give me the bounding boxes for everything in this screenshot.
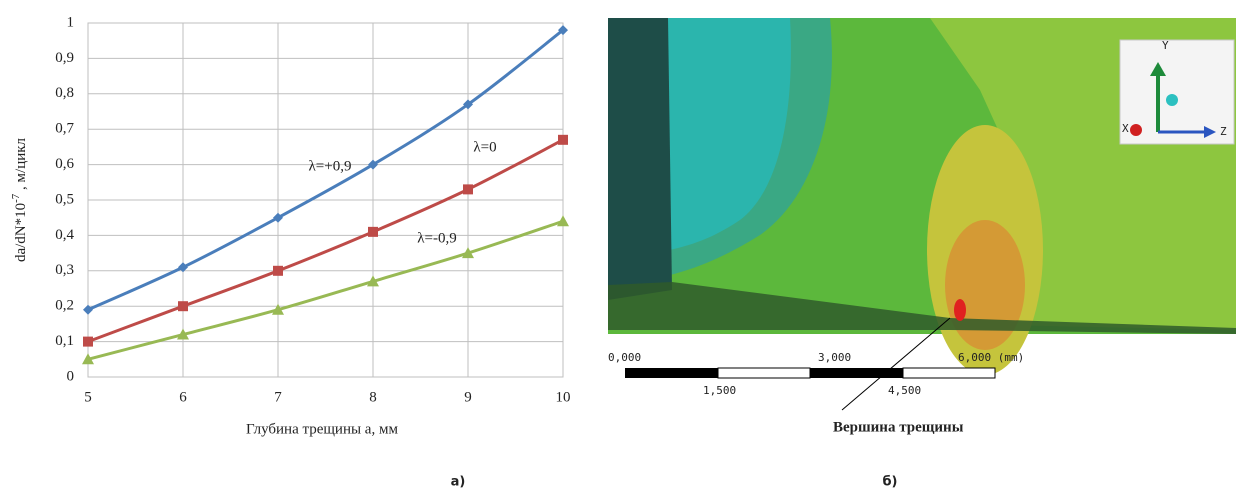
scale-segment bbox=[718, 368, 810, 378]
point-marker bbox=[558, 135, 568, 145]
x-axis-label: Глубина трещины a, мм bbox=[246, 421, 398, 437]
y-tick-label: 0,7 bbox=[55, 121, 74, 137]
series-line bbox=[88, 221, 563, 359]
y-tick-label: 0,6 bbox=[55, 156, 74, 172]
point-marker bbox=[178, 301, 188, 311]
scale-label: 3,000 bbox=[818, 351, 851, 364]
point-marker bbox=[273, 266, 283, 276]
figure: Y Z X 0,000 3,000 6,000 (mm) 1,500 4,500… bbox=[0, 0, 1236, 491]
caption: а) bbox=[451, 475, 466, 490]
y-tick-label: 0,9 bbox=[55, 50, 74, 66]
y-tick-label: 0,3 bbox=[55, 262, 74, 278]
y-label-base: da/dN*10 bbox=[13, 203, 29, 262]
y-axis-label: da/dN*10-7 , м/цикл bbox=[10, 137, 30, 262]
callout-label: Вершина трещины bbox=[833, 419, 964, 435]
point-marker bbox=[463, 184, 473, 194]
x-tick-label: 5 bbox=[84, 389, 92, 405]
series-label: λ=0 bbox=[473, 139, 496, 155]
point-marker bbox=[557, 215, 569, 226]
series-label: λ=-0,9 bbox=[417, 230, 456, 246]
scale-segment bbox=[625, 368, 718, 378]
contour-region bbox=[608, 18, 672, 300]
simulation-image: Y Z X 0,000 3,000 6,000 (mm) 1,500 4,500… bbox=[608, 18, 1236, 435]
caption: б) bbox=[882, 475, 897, 490]
x-tick-label: 9 bbox=[464, 389, 472, 405]
y-tick-label: 0,5 bbox=[55, 191, 74, 207]
x-tick-label: 8 bbox=[369, 389, 377, 405]
y-label-unit: , м/цикл bbox=[13, 137, 29, 193]
axis-letter: X bbox=[1122, 122, 1129, 135]
x-axis-dot bbox=[1130, 124, 1142, 136]
scale-label: 0,000 bbox=[608, 351, 641, 364]
y-tick-label: 0,2 bbox=[55, 298, 74, 314]
axis-letter: Z bbox=[1220, 125, 1227, 138]
view-ball bbox=[1166, 94, 1178, 106]
scale-label: 4,500 bbox=[888, 384, 921, 397]
point-marker bbox=[368, 227, 378, 237]
x-tick-label: 10 bbox=[556, 389, 571, 405]
scale-label: 1,500 bbox=[703, 384, 736, 397]
y-tick-label: 0,1 bbox=[55, 333, 74, 349]
y-tick-label: 1 bbox=[67, 14, 75, 30]
scale-segment bbox=[903, 368, 995, 378]
crack-tip bbox=[954, 299, 966, 321]
y-tick-label: 0,4 bbox=[55, 227, 74, 243]
x-tick-label: 7 bbox=[274, 389, 282, 405]
series-label: λ=+0,9 bbox=[309, 158, 352, 174]
y-tick-label: 0 bbox=[67, 368, 75, 384]
x-tick-label: 6 bbox=[179, 389, 187, 405]
axis-letter: Y bbox=[1162, 39, 1169, 52]
plot: 0 0,1 0,2 0,3 0,4 0,5 0,6 0,7 0,8 0,9 1 5 6 7 8 9 10 λ=+0… bbox=[55, 14, 570, 405]
scale-label: 6,000 (mm) bbox=[958, 351, 1024, 364]
y-tick-label: 0,8 bbox=[55, 85, 74, 101]
point-marker bbox=[83, 337, 93, 347]
